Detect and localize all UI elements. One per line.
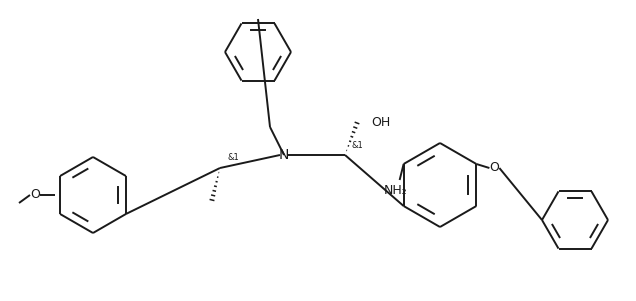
Text: NH₂: NH₂ <box>384 184 408 197</box>
Text: N: N <box>279 148 289 162</box>
Text: OH: OH <box>371 116 391 129</box>
Text: &1: &1 <box>352 141 364 150</box>
Text: O: O <box>490 162 499 175</box>
Text: O: O <box>30 188 40 201</box>
Text: &1: &1 <box>227 154 238 163</box>
